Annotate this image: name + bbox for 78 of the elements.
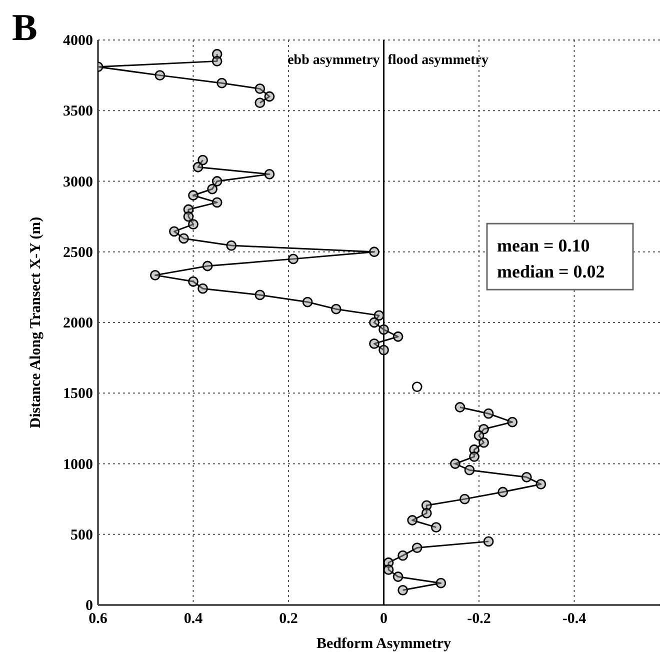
y-tick-label: 4000 bbox=[63, 33, 93, 49]
point bbox=[469, 451, 480, 462]
annotation: median = 0.02 bbox=[497, 262, 605, 282]
point bbox=[398, 550, 408, 561]
point bbox=[188, 219, 198, 230]
point bbox=[464, 464, 475, 476]
point bbox=[183, 211, 194, 222]
point bbox=[454, 402, 466, 412]
point bbox=[407, 515, 418, 526]
point bbox=[478, 437, 489, 448]
point bbox=[369, 317, 380, 328]
y-tick-label: 1000 bbox=[63, 456, 93, 473]
point bbox=[483, 536, 494, 547]
x-tick-label: 0.6 bbox=[88, 611, 108, 627]
point bbox=[392, 572, 404, 582]
y-tick-label: 3500 bbox=[63, 104, 93, 120]
point bbox=[198, 283, 208, 294]
point bbox=[212, 197, 222, 208]
point bbox=[212, 176, 222, 186]
point bbox=[507, 416, 518, 428]
point bbox=[383, 564, 394, 575]
point bbox=[254, 290, 266, 300]
x-tick-label: 0 bbox=[380, 611, 388, 627]
point bbox=[264, 91, 275, 102]
point bbox=[421, 508, 432, 518]
point bbox=[169, 226, 180, 237]
point bbox=[369, 246, 380, 258]
x-tick-label: 0.2 bbox=[279, 611, 298, 627]
point bbox=[188, 190, 198, 201]
y-tick-label: 1500 bbox=[63, 386, 93, 402]
annotation: ebb asymmetry bbox=[288, 53, 380, 68]
point bbox=[302, 296, 313, 308]
point bbox=[450, 458, 460, 469]
point bbox=[254, 84, 266, 94]
point bbox=[398, 584, 408, 596]
y-tick-label: 0 bbox=[86, 598, 93, 614]
point bbox=[536, 479, 546, 490]
point bbox=[521, 472, 532, 482]
y-tick-label: 2000 bbox=[63, 316, 93, 332]
x-tick-label: 0.4 bbox=[184, 611, 204, 627]
point bbox=[188, 276, 198, 287]
point bbox=[202, 260, 213, 272]
point bbox=[216, 78, 228, 88]
point bbox=[192, 162, 204, 172]
point bbox=[150, 270, 160, 280]
point bbox=[378, 344, 389, 356]
point bbox=[288, 254, 298, 264]
point bbox=[207, 184, 218, 194]
point bbox=[378, 324, 389, 335]
point bbox=[474, 430, 484, 441]
point bbox=[154, 70, 166, 81]
point bbox=[374, 310, 384, 321]
y-tick-label: 3000 bbox=[63, 174, 93, 190]
point bbox=[254, 98, 266, 108]
point bbox=[226, 240, 237, 251]
point bbox=[330, 304, 342, 314]
point bbox=[412, 542, 422, 553]
x-tick-label: -0.2 bbox=[467, 611, 491, 627]
point bbox=[178, 233, 189, 244]
point bbox=[392, 331, 404, 342]
annotation: mean = 0.10 bbox=[497, 236, 590, 256]
point bbox=[198, 154, 208, 166]
point bbox=[460, 494, 470, 504]
point bbox=[264, 168, 275, 180]
point bbox=[212, 56, 222, 66]
point bbox=[436, 578, 446, 588]
point bbox=[483, 408, 494, 419]
point bbox=[498, 486, 508, 498]
y-tick-label: 2500 bbox=[63, 244, 93, 261]
y-axis-title: Distance Along Transect X-Y (m) bbox=[28, 216, 44, 428]
x-axis-title: Bedform Asymmetry bbox=[316, 636, 452, 652]
x-tick-label: -0.4 bbox=[562, 611, 587, 627]
point bbox=[369, 338, 380, 349]
annotation: flood asymmetry bbox=[388, 53, 488, 68]
chart-title: B bbox=[12, 7, 38, 49]
point bbox=[412, 382, 422, 392]
y-tick-label: 500 bbox=[70, 527, 93, 544]
point bbox=[430, 522, 442, 533]
